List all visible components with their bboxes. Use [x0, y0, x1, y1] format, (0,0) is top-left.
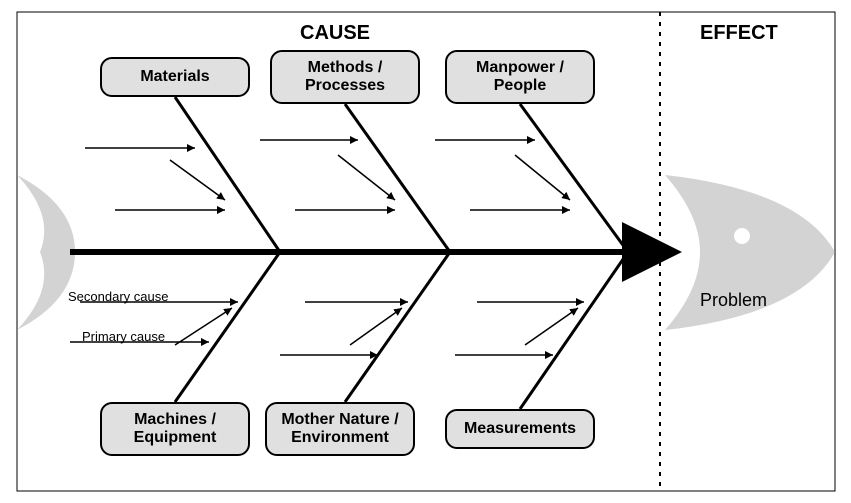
bone-machines-bone [175, 252, 280, 402]
fish-eye-icon [734, 228, 750, 244]
category-measurements: Measurements [445, 409, 595, 449]
category-machines: Machines /Equipment [100, 402, 250, 456]
category-materials-label: Materials [140, 68, 209, 86]
fish-tail-icon [17, 175, 75, 330]
category-machines-label: Machines /Equipment [134, 411, 217, 448]
category-methods: Methods /Processes [270, 50, 420, 104]
category-manpower-label: Manpower /People [476, 59, 564, 96]
category-methods-label: Methods /Processes [305, 59, 385, 96]
bone-measurements-sub-1 [525, 308, 578, 345]
effect-label: Problem [700, 290, 767, 311]
bone-machines-sub-1 [175, 308, 232, 345]
bone-materials-sub-1 [170, 160, 225, 200]
category-measurements-label: Measurements [464, 420, 576, 438]
bone-methods-bone [345, 104, 450, 252]
category-nature-label: Mother Nature /Environment [281, 411, 398, 448]
annotation-secondary-cause: Secondary cause [68, 289, 168, 304]
category-nature: Mother Nature /Environment [265, 402, 415, 456]
category-materials: Materials [100, 57, 250, 97]
header-effect: EFFECT [700, 22, 778, 45]
fishbone-diagram: CAUSE EFFECT Materials Methods /Processe… [0, 0, 851, 503]
bone-nature-bone [345, 252, 450, 402]
header-cause: CAUSE [300, 22, 370, 45]
category-manpower: Manpower /People [445, 50, 595, 104]
annotation-primary-cause: Primary cause [82, 329, 165, 344]
bone-manpower-bone [520, 104, 628, 252]
bone-measurements-bone [520, 252, 628, 409]
bone-nature-sub-1 [350, 308, 402, 345]
